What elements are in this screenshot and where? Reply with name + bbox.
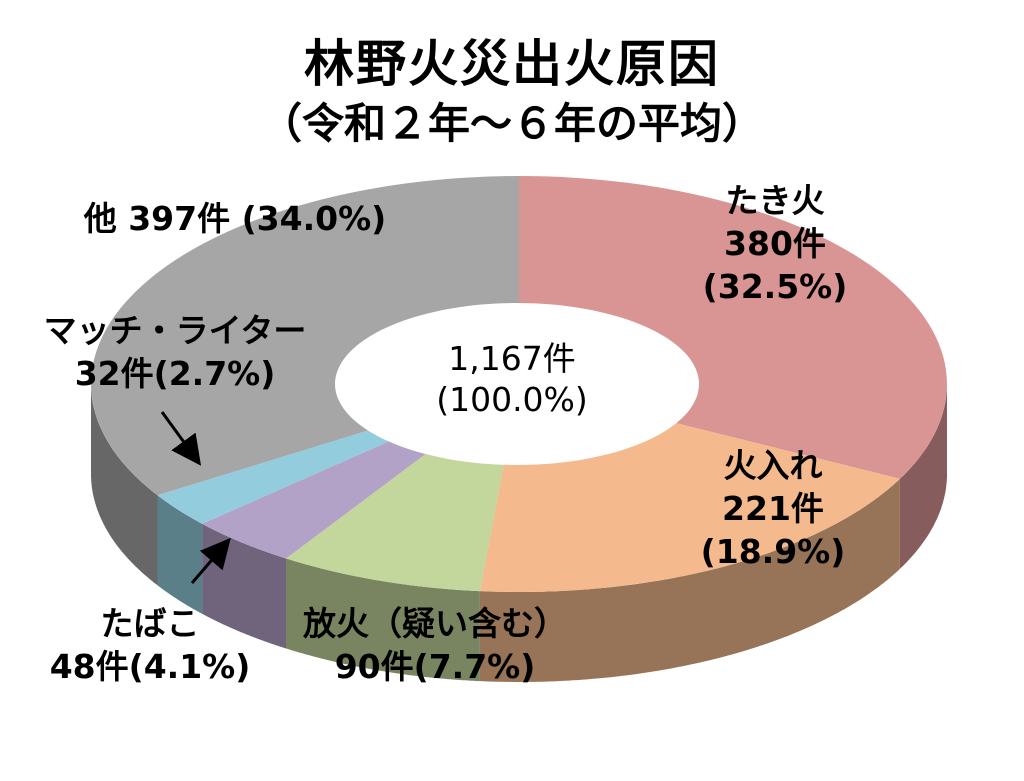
label-tabako-name: たばこ: [100, 604, 200, 643]
label-match-name: マッチ・ライター: [43, 311, 307, 350]
label-match: マッチ・ライター 32件(2.7%): [30, 310, 320, 396]
label-takibi-name: たき火: [725, 181, 825, 220]
slice-side-match: [157, 495, 203, 614]
slice-side-takibi: [899, 386, 947, 569]
label-tabako: たばこ 48件(4.1%): [35, 603, 265, 689]
label-hiire-percent: (18.9%): [700, 531, 846, 571]
center-total: 1,167件 (100.0%): [412, 338, 612, 421]
slice-side-hiire: [479, 478, 900, 682]
donut-hole: [335, 303, 699, 465]
label-match-value: 32件(2.7%): [74, 353, 276, 393]
label-hiire-name: 火入れ: [723, 446, 823, 485]
label-houka-name: 放火（疑い含む）: [303, 604, 567, 643]
label-houka: 放火（疑い含む） 90件(7.7%): [270, 603, 600, 689]
label-takibi: たき火 380件 (32.5%): [690, 180, 860, 309]
center-percent: (100.0%): [436, 380, 588, 420]
chart-subtitle: （令和２年～６年の平均）: [259, 99, 764, 148]
slice-side-houka: [286, 558, 480, 682]
slice-side-other: [91, 386, 158, 586]
arrow-matchlighter: [160, 411, 202, 466]
label-hiire: 火入れ 221件 (18.9%): [688, 445, 858, 574]
label-hiire-count: 221件: [722, 488, 824, 528]
label-takibi-count: 380件: [724, 223, 826, 263]
label-takibi-percent: (32.5%): [702, 266, 848, 306]
label-tabako-value: 48件(4.1%): [49, 646, 251, 686]
arrow-tobacco: [190, 537, 231, 584]
label-other-value: 他 397件 (34.0%): [83, 199, 387, 238]
center-count: 1,167件: [448, 339, 576, 378]
chart-title: 林野火災出火原因: [304, 35, 720, 93]
label-houka-value: 90件(7.7%): [334, 646, 536, 686]
label-other: 他 397件 (34.0%): [80, 198, 390, 241]
